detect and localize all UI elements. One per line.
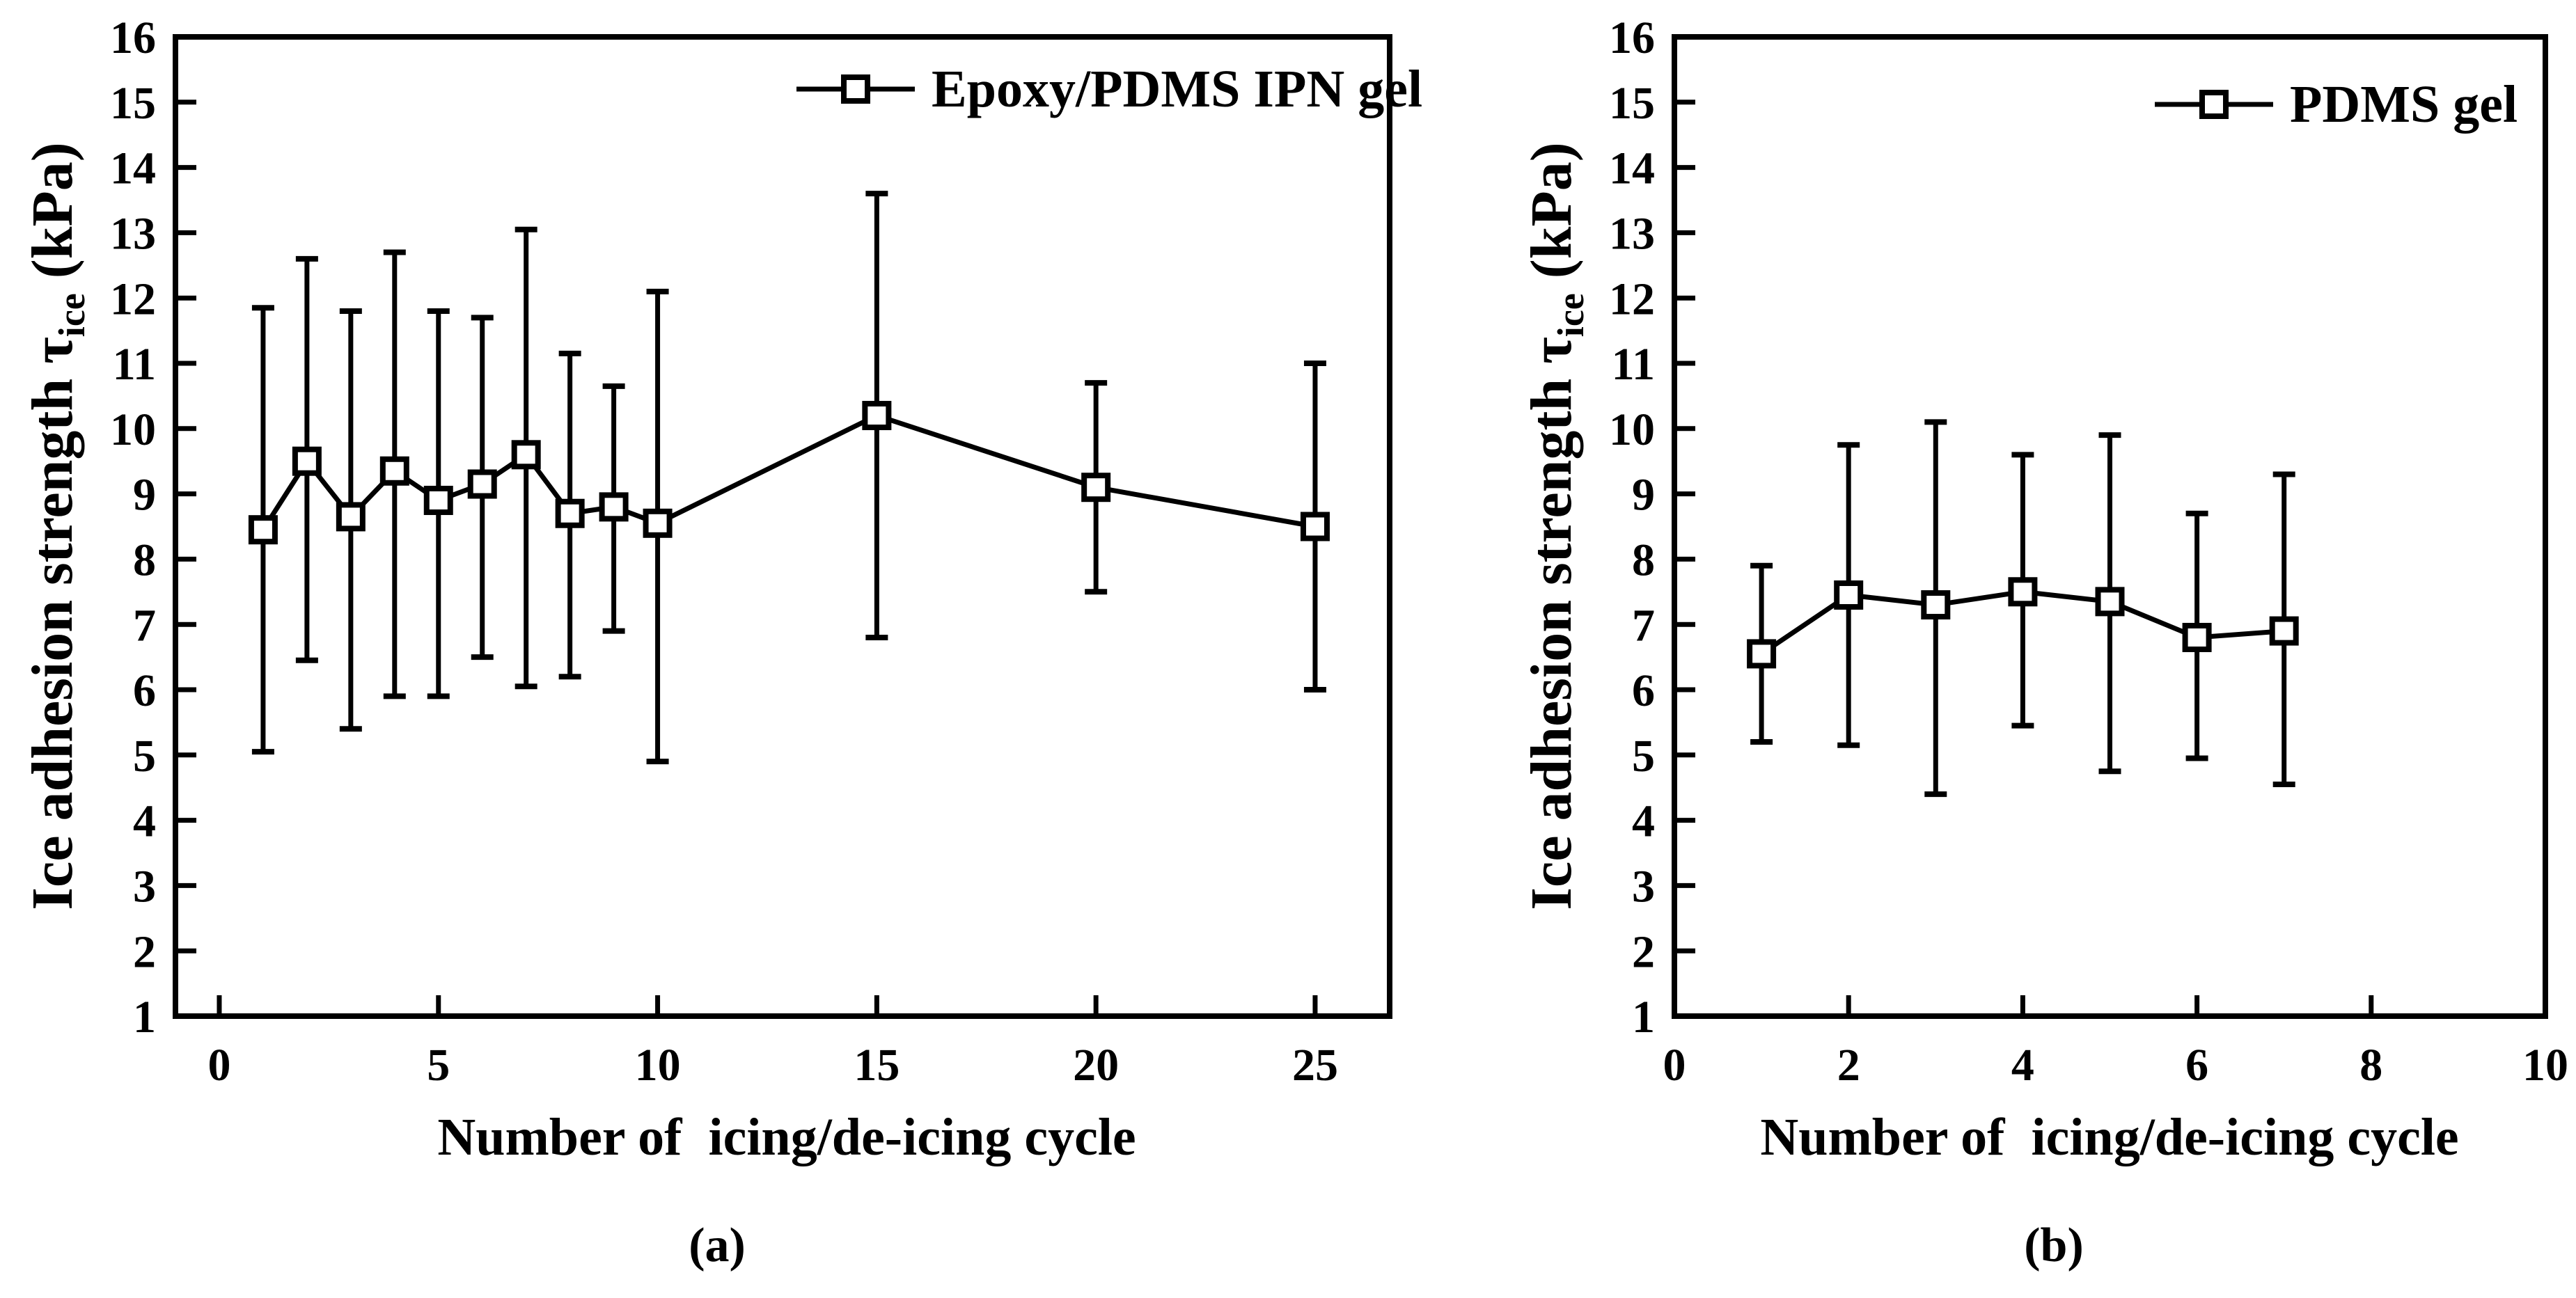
y-axis-tick-label: 13 (110, 209, 156, 260)
data-point-marker (862, 401, 892, 431)
data-point-marker (2008, 577, 2038, 607)
x-axis-tick-label: 10 (2522, 1040, 2568, 1091)
y-axis-title-panel-b: Ice adhesion strength τice (kPa) (1519, 142, 1592, 910)
y-axis-tick-label: 8 (1632, 535, 1655, 586)
y-axis-tick-label: 16 (110, 13, 156, 63)
y-axis-tick-label: 1 (133, 992, 156, 1043)
data-point-marker (643, 508, 673, 538)
data-line (260, 413, 1316, 532)
data-point-marker (1834, 580, 1864, 610)
y-axis-tick-label: 2 (133, 926, 156, 977)
y-axis-tick-label: 11 (113, 339, 156, 390)
data-point-marker (1921, 590, 1951, 620)
y-axis-title-text: Ice adhesion strength τ (1519, 337, 1584, 910)
x-axis-tick-label: 6 (2185, 1040, 2208, 1091)
legend-label: Epoxy/PDMS IPN gel (932, 60, 1423, 118)
x-axis-tick-label: 2 (1837, 1040, 1860, 1091)
panel-label-a: (a) (689, 1219, 746, 1272)
legend-label: PDMS gel (2290, 75, 2518, 134)
y-axis-tick-label: 12 (110, 274, 156, 324)
y-axis-tick-label: 11 (1612, 339, 1655, 390)
x-axis-tick-label: 0 (1663, 1040, 1686, 1091)
y-axis-tick-label: 5 (1632, 731, 1655, 782)
y-axis-tick-label: 7 (133, 600, 156, 651)
legend-panel-b: PDMS gel (2155, 78, 2518, 131)
data-point-marker (2095, 587, 2125, 617)
y-axis-tick-label: 15 (110, 78, 156, 129)
y-axis-title-panel-a: Ice adhesion strength τice (kPa) (20, 142, 93, 910)
y-axis-tick-label: 3 (1632, 862, 1655, 912)
x-axis-tick-label: 25 (1292, 1040, 1338, 1091)
y-axis-tick-label: 6 (1632, 665, 1655, 716)
data-point-marker (467, 469, 497, 499)
y-axis-tick-label: 10 (110, 404, 156, 455)
y-axis-tick-label: 13 (1609, 209, 1655, 260)
y-axis-tick-label: 5 (133, 731, 156, 782)
data-point-marker (599, 492, 629, 522)
x-axis-tick-label: 5 (427, 1040, 450, 1091)
y-axis-title-text: Ice adhesion strength τ (20, 337, 85, 910)
panel-label-b: (b) (2024, 1219, 2084, 1272)
data-point-marker (2269, 616, 2299, 646)
y-axis-tick-label: 6 (133, 665, 156, 716)
x-axis-tick-label: 15 (854, 1040, 900, 1091)
data-point-marker (511, 440, 541, 470)
y-axis-tick-label: 1 (1632, 992, 1655, 1043)
legend-line-square-marker-icon (796, 74, 915, 104)
y-axis-tick-label: 16 (1609, 13, 1655, 63)
data-point-marker (2182, 622, 2212, 652)
legend-panel-a: Epoxy/PDMS IPN gel (796, 63, 1422, 116)
x-axis-tick-label: 20 (1073, 1040, 1119, 1091)
y-axis-title-subscript: ice (1550, 293, 1592, 338)
data-point-marker (555, 498, 585, 528)
data-point-marker (1081, 473, 1111, 502)
x-axis-tick-label: 10 (635, 1040, 681, 1091)
data-point-marker (379, 456, 409, 486)
y-axis-tick-label: 3 (133, 862, 156, 912)
y-axis-tick-label: 12 (1609, 274, 1655, 324)
data-point-marker (292, 446, 322, 476)
legend-line-square-marker-icon (2155, 90, 2273, 119)
y-axis-tick-label: 4 (133, 796, 156, 847)
plot-border (173, 34, 1392, 1019)
y-axis-title-units: (kPa) (20, 142, 85, 294)
y-axis-title-units: (kPa) (1519, 142, 1584, 294)
data-point-marker (1747, 639, 1777, 669)
y-axis-tick-label: 9 (133, 470, 156, 521)
data-point-marker (1300, 512, 1330, 541)
data-point-marker (336, 502, 366, 532)
y-axis-title-subscript: ice (51, 293, 93, 338)
y-axis-tick-label: 10 (1609, 404, 1655, 455)
y-axis-tick-label: 2 (1632, 926, 1655, 977)
y-axis-tick-label: 14 (1609, 143, 1655, 194)
y-axis-tick-label: 8 (133, 535, 156, 586)
x-axis-title-panel-b: Number of icing/de-icing cycle (1760, 1108, 2459, 1166)
x-axis-tick-label: 8 (2359, 1040, 2382, 1091)
y-axis-tick-label: 4 (1632, 796, 1655, 847)
y-axis-tick-label: 14 (110, 143, 156, 194)
y-axis-tick-label: 9 (1632, 470, 1655, 521)
y-axis-tick-label: 7 (1632, 600, 1655, 651)
x-axis-tick-label: 4 (2011, 1040, 2034, 1091)
y-axis-tick-label: 15 (1609, 78, 1655, 129)
x-axis-tick-label: 0 (207, 1040, 230, 1091)
data-point-marker (248, 515, 278, 545)
x-axis-title-panel-a: Number of icing/de-icing cycle (437, 1108, 1136, 1166)
data-point-marker (423, 485, 453, 515)
plot-border (1672, 34, 2548, 1019)
